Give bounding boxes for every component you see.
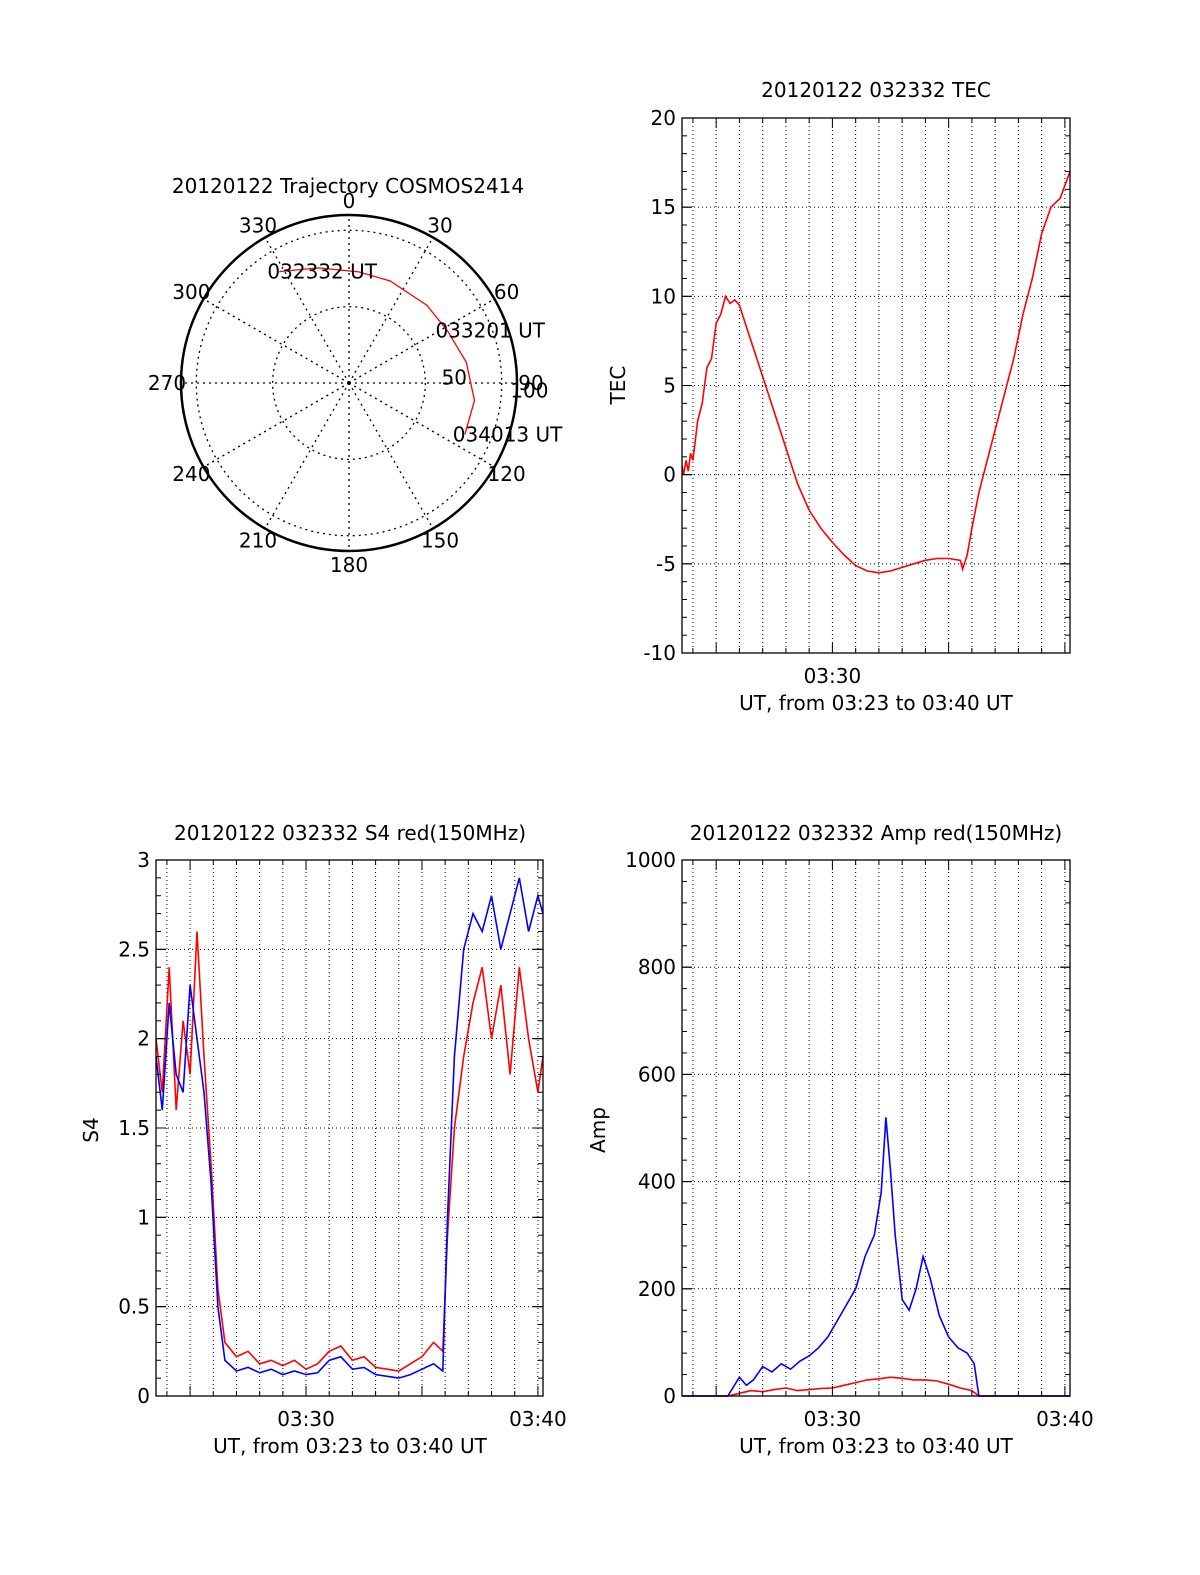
amp-y-tick-label: 0 — [663, 1384, 676, 1408]
polar-angle-label: 300 — [172, 280, 210, 304]
polar-angle-label: 240 — [172, 462, 210, 486]
s4-y-tick-label: 1.5 — [118, 1116, 150, 1140]
polar-ring-50 — [271, 305, 427, 461]
s4-y-tick-label: 2 — [137, 1027, 150, 1051]
tec-y-tick-label: 0 — [663, 463, 676, 487]
s4-y-tick-label: 0 — [137, 1384, 150, 1408]
tec-x-tick-label: 03:30 — [804, 664, 862, 688]
trajectory-series — [279, 267, 476, 435]
tec-chart: 20120122 032332 TEC -10 -5 0 5 10 15 20 03:30 U… — [606, 78, 1071, 715]
polar-angle-label: 180 — [330, 553, 368, 577]
polar-angle-labels: 0 30 60 90 120 150 180 210 240 270 300 330 — [148, 189, 544, 577]
polar-spoke-210 — [264, 382, 350, 529]
trajectory-time-label: 032332 UT — [267, 260, 377, 284]
amp-y-tick-label: 400 — [638, 1170, 676, 1194]
s4-y-tick-label: 1 — [137, 1205, 150, 1229]
polar-angle-label: 120 — [488, 462, 526, 486]
s4-axes: 0 0.5 1 1.5 2 2.5 3 03:30 03:40 — [118, 848, 567, 1431]
polar-radial-labels: 50 100 — [441, 365, 548, 402]
polar-spoke-30 — [348, 237, 434, 384]
s4-x-tick-label: 03:40 — [509, 1407, 567, 1431]
s4-x-tick-label: 03:30 — [277, 1407, 335, 1431]
polar-angle-label: 270 — [148, 371, 186, 395]
s4-series-red — [155, 931, 544, 1372]
trajectory-time-label: 034013 UT — [453, 423, 563, 447]
polar-ring-100 — [195, 229, 503, 537]
trajectory-polar-chart: 20120122 Trajectory COSMOS2414 0 30 60 90 12… — [148, 174, 563, 577]
trajectory-time-label: 033201 UT — [435, 319, 545, 343]
trajectory-chart-title: 20120122 Trajectory COSMOS2414 — [172, 174, 524, 198]
tec-x-axis-label: UT, from 03:23 to 03:40 UT — [739, 691, 1014, 715]
polar-angle-label: 0 — [343, 189, 356, 213]
polar-spoke-60 — [348, 298, 495, 384]
tec-y-axis-label: TEC — [606, 366, 630, 406]
amp-chart: 20120122 032332 Amp red(150MHz) 0 200 400 6… — [586, 821, 1094, 1458]
amp-series — [682, 1117, 1070, 1397]
amp-y-tick-label: 1000 — [625, 848, 676, 872]
amp-y-tick-label: 600 — [638, 1062, 676, 1086]
tec-series-red — [681, 171, 1071, 574]
s4-y-axis-label: S4 — [79, 1117, 103, 1142]
polar-angle-label: 330 — [239, 213, 277, 237]
s4-chart: 20120122 032332 S4 red(150MHz) 0 0.5 1 1.5 2… — [79, 821, 567, 1458]
polar-spoke-120 — [348, 382, 495, 468]
polar-angle-label: 150 — [421, 529, 459, 553]
s4-y-tick-label: 0.5 — [118, 1295, 150, 1319]
amp-y-tick-label: 200 — [638, 1277, 676, 1301]
tec-y-tick-label: 15 — [651, 195, 676, 219]
polar-spoke-150 — [348, 382, 434, 529]
amp-series-red — [682, 1376, 1070, 1397]
s4-chart-title: 20120122 032332 S4 red(150MHz) — [174, 821, 526, 845]
amp-x-tick-label: 03:30 — [804, 1407, 862, 1431]
s4-series-blue — [155, 877, 544, 1379]
amp-y-tick-label: 800 — [638, 955, 676, 979]
polar-spoke-240 — [203, 382, 350, 468]
amp-axes: 0 200 400 600 800 1000 03:30 03:40 — [625, 848, 1094, 1431]
polar-radial-label: 100 — [510, 379, 548, 403]
tec-series — [681, 171, 1071, 574]
polar-angle-label: 30 — [427, 213, 452, 237]
amp-series-blue — [682, 1117, 1070, 1397]
tec-y-tick-label: 5 — [663, 374, 676, 398]
tec-y-tick-label: -10 — [643, 641, 676, 665]
polar-angle-label: 90 — [518, 371, 543, 395]
polar-radial-label: 50 — [441, 365, 466, 389]
tec-chart-title: 20120122 032332 TEC — [761, 78, 991, 102]
s4-y-tick-label: 2.5 — [118, 937, 150, 961]
tec-y-tick-label: 10 — [651, 284, 676, 308]
polar-outer-circle — [179, 213, 519, 553]
amp-y-axis-label: Amp — [586, 1107, 610, 1153]
amp-x-axis-label: UT, from 03:23 to 03:40 UT — [739, 1434, 1014, 1458]
trajectory-line — [279, 267, 476, 435]
tec-y-tick-label: 20 — [651, 106, 676, 130]
s4-x-axis-label: UT, from 03:23 to 03:40 UT — [213, 1434, 488, 1458]
s4-series — [155, 877, 544, 1379]
amp-chart-title: 20120122 032332 Amp red(150MHz) — [690, 821, 1062, 845]
tec-axes: -10 -5 0 5 10 15 20 03:30 — [643, 106, 1071, 688]
polar-spoke-330 — [264, 237, 350, 384]
polar-grid — [179, 213, 519, 553]
tec-y-tick-label: -5 — [656, 552, 676, 576]
polar-spoke-300 — [203, 298, 350, 384]
s4-grid — [156, 859, 543, 1397]
polar-angle-label: 60 — [494, 280, 519, 304]
amp-plot-frame — [681, 859, 1071, 1397]
amp-grid — [682, 859, 1070, 1397]
amp-x-tick-label: 03:40 — [1036, 1407, 1094, 1431]
polar-angle-label: 210 — [239, 529, 277, 553]
trajectory-annotations: 032332 UT 033201 UT 034013 UT — [267, 260, 563, 447]
s4-y-tick-label: 3 — [137, 848, 150, 872]
